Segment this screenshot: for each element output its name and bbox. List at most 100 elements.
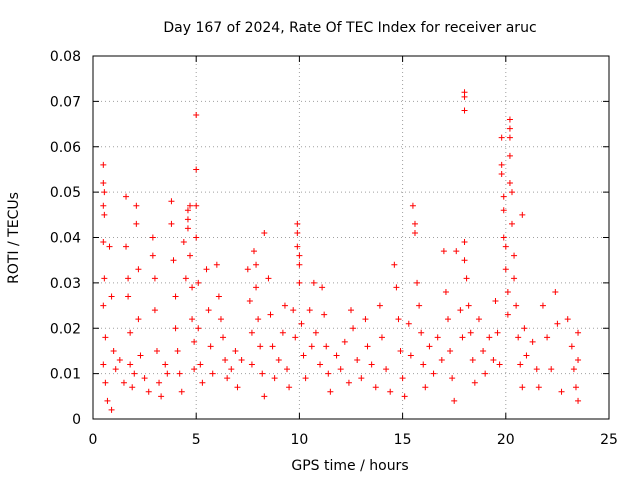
data-point xyxy=(156,379,163,386)
data-point xyxy=(438,357,445,364)
data-point xyxy=(187,202,194,209)
data-point xyxy=(469,357,476,364)
data-point xyxy=(362,316,369,323)
data-point xyxy=(533,366,540,373)
data-point xyxy=(215,293,222,300)
data-point xyxy=(149,252,156,259)
data-point xyxy=(405,320,412,327)
data-point xyxy=(102,379,109,386)
data-point xyxy=(189,316,196,323)
data-point xyxy=(101,275,108,282)
data-point xyxy=(364,343,371,350)
data-point xyxy=(504,311,511,318)
data-point xyxy=(265,275,272,282)
data-point xyxy=(133,220,140,227)
data-point xyxy=(294,220,301,227)
data-point xyxy=(101,189,108,196)
data-point xyxy=(310,279,317,286)
data-point xyxy=(486,334,493,341)
data-point xyxy=(358,375,365,382)
data-point xyxy=(290,307,297,314)
data-point xyxy=(517,361,524,368)
data-point xyxy=(151,275,158,282)
data-point xyxy=(411,220,418,227)
data-point xyxy=(261,229,268,236)
data-point xyxy=(271,375,278,382)
data-point xyxy=(205,307,212,314)
data-point xyxy=(544,334,551,341)
data-point xyxy=(321,311,328,318)
data-point xyxy=(224,375,231,382)
data-point xyxy=(570,366,577,373)
data-point xyxy=(102,334,109,341)
data-point xyxy=(213,261,220,268)
data-point xyxy=(506,125,513,132)
axis-ticks: 0 5 10 15 20 25 0 0.01 0.02 0.03 0.04 0.05 0.06 0.07 0… xyxy=(50,49,618,448)
data-point xyxy=(269,343,276,350)
data-point xyxy=(500,234,507,241)
y-tick-label: 0.05 xyxy=(50,185,81,201)
data-point xyxy=(125,293,132,300)
data-point xyxy=(490,357,497,364)
data-point xyxy=(378,334,385,341)
data-point xyxy=(248,361,255,368)
data-point xyxy=(430,370,437,377)
data-point xyxy=(174,347,181,354)
data-point xyxy=(575,329,582,336)
data-point xyxy=(348,307,354,314)
data-point xyxy=(414,279,421,286)
x-axis-label: GPS time / hours xyxy=(291,458,408,474)
data-point xyxy=(286,384,293,391)
data-point xyxy=(193,166,200,173)
data-points xyxy=(100,89,582,413)
data-point xyxy=(296,261,303,268)
data-point xyxy=(521,325,528,332)
data-point xyxy=(325,370,332,377)
data-point xyxy=(104,397,111,404)
data-point xyxy=(172,325,179,332)
data-point xyxy=(502,266,509,273)
data-point xyxy=(112,366,119,373)
data-point xyxy=(302,375,309,382)
data-point xyxy=(504,288,511,295)
data-point xyxy=(172,293,179,300)
data-point xyxy=(135,266,142,273)
data-point xyxy=(133,202,140,209)
data-point xyxy=(184,207,191,214)
data-point xyxy=(453,248,460,255)
data-point xyxy=(434,334,441,341)
data-point xyxy=(158,393,165,400)
data-point xyxy=(519,211,526,218)
data-point xyxy=(116,357,123,364)
data-point xyxy=(125,275,132,282)
data-point xyxy=(195,325,202,332)
data-point xyxy=(399,375,406,382)
data-point xyxy=(182,275,189,282)
data-point xyxy=(162,361,169,368)
data-point xyxy=(393,284,400,291)
data-point xyxy=(120,379,127,386)
data-point xyxy=(281,302,288,309)
data-point xyxy=(222,357,229,364)
data-point xyxy=(407,352,414,359)
data-point xyxy=(519,384,526,391)
data-point xyxy=(178,388,185,395)
data-point xyxy=(250,248,257,255)
data-point xyxy=(244,266,251,273)
data-point xyxy=(548,366,555,373)
data-point xyxy=(445,316,452,323)
data-point xyxy=(145,388,152,395)
y-tick-label: 0.03 xyxy=(50,276,81,292)
data-point xyxy=(296,279,303,286)
data-point xyxy=(129,384,136,391)
data-point xyxy=(515,334,522,341)
grid xyxy=(93,56,609,419)
data-point xyxy=(502,243,509,250)
data-point xyxy=(197,361,204,368)
data-point xyxy=(451,397,458,404)
data-point xyxy=(127,329,134,336)
y-tick-label: 0.07 xyxy=(50,94,81,110)
data-point xyxy=(253,284,260,291)
data-point xyxy=(184,225,191,232)
data-point xyxy=(471,379,478,386)
